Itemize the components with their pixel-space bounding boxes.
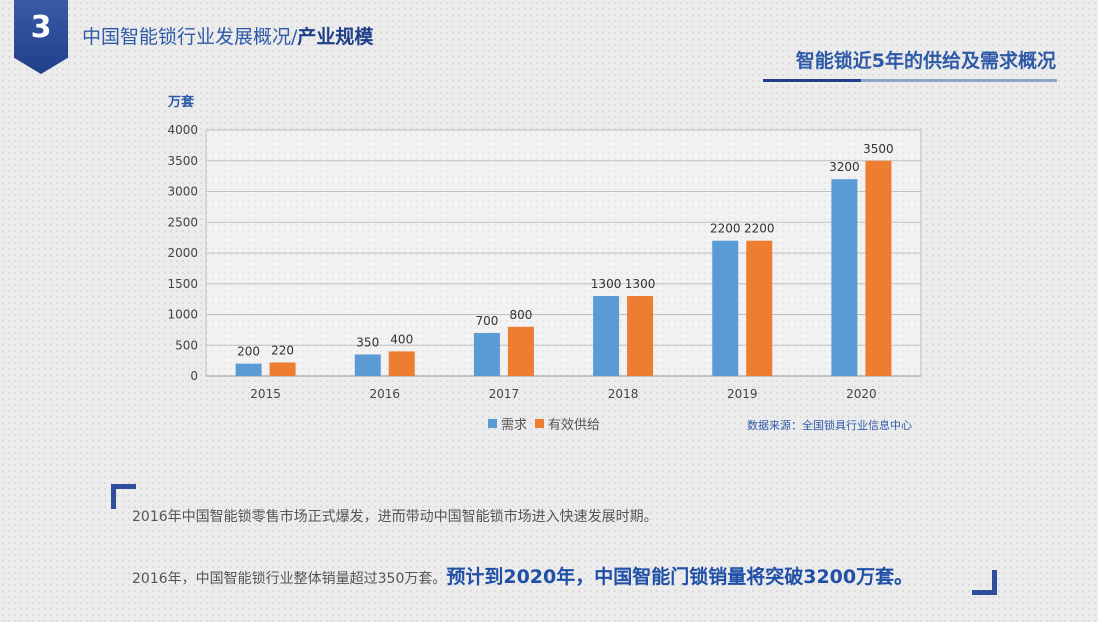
x-tick-label: 2015 (250, 387, 281, 401)
y-tick-label: 2000 (167, 246, 198, 260)
quote-bracket-bottom-right (972, 570, 997, 595)
x-tick-label: 2017 (489, 387, 520, 401)
bar (388, 351, 415, 376)
summary-paragraph-2: 2016年，中国智能锁行业整体销量超过350万套。预计到2020年，中国智能门锁… (132, 562, 913, 589)
page-title: 中国智能锁行业发展概况/产业规模 (82, 22, 373, 49)
bar-value-label: 1300 (625, 277, 656, 291)
y-tick-label: 0 (190, 369, 198, 383)
bar-value-label: 1300 (591, 277, 622, 291)
legend-label-demand: 需求 (501, 418, 528, 433)
y-tick-label: 1000 (167, 308, 198, 322)
section-number: 3 (30, 10, 52, 45)
summary-paragraph-2-emphasis: 预计到2020年，中国智能门锁销量将突破3200万套。 (446, 566, 914, 588)
bar-value-label: 2200 (744, 222, 775, 236)
bar (473, 332, 500, 376)
legend-item-supply: 有效供给 (535, 414, 600, 433)
bar (269, 362, 296, 376)
x-tick-label: 2019 (727, 387, 758, 401)
legend-label-supply: 有效供给 (548, 418, 601, 433)
y-tick-label: 1500 (167, 277, 198, 291)
bar (235, 363, 262, 376)
page-title-strong: 产业规模 (297, 26, 374, 48)
legend-swatch-supply (535, 419, 545, 428)
bar (507, 326, 534, 376)
y-tick-label: 3500 (167, 154, 198, 168)
bar-value-label: 800 (509, 308, 532, 322)
bar-value-label: 700 (475, 314, 498, 328)
chart-subtitle: 智能锁近5年的供给及需求概况 (795, 50, 1056, 72)
y-tick-label: 3000 (167, 185, 198, 199)
bar (627, 296, 654, 376)
y-tick-label: 2500 (167, 215, 198, 229)
legend-swatch-demand (488, 419, 497, 428)
y-tick-label: 500 (175, 338, 198, 352)
summary-paragraph-2-regular: 2016年，中国智能锁行业整体销量超过350万套。 (132, 571, 447, 587)
quote-bracket-top-left (111, 484, 136, 509)
y-tick-label: 4000 (167, 123, 198, 137)
x-tick-label: 2016 (369, 387, 400, 401)
bar (865, 160, 892, 376)
summary-paragraph-1: 2016年中国智能锁零售市场正式爆发，进而带动中国智能锁市场进入快速发展时期。 (132, 509, 658, 525)
bar-value-label: 350 (356, 335, 379, 349)
bar-value-label: 3200 (829, 160, 860, 174)
chart-legend: 需求 有效供给 (488, 414, 608, 433)
section-number-badge: 3 (14, 0, 68, 74)
bar-value-label: 220 (271, 343, 294, 357)
bar (712, 240, 739, 376)
page-title-regular: 中国智能锁行业发展概况/ (82, 26, 298, 48)
bar (593, 296, 620, 376)
bar-value-label: 200 (237, 345, 260, 359)
x-tick-label: 2018 (608, 387, 639, 401)
subtitle-underline-dark (763, 79, 861, 82)
legend-item-demand: 需求 (488, 414, 527, 433)
bar (746, 240, 773, 376)
bar (831, 179, 858, 376)
bar-value-label: 400 (390, 332, 413, 346)
y-axis-unit-label: 万套 (167, 94, 195, 110)
subtitle-underline-light (861, 79, 1057, 82)
x-tick-label: 2020 (846, 387, 877, 401)
bar-value-label: 3500 (863, 142, 894, 156)
bar-value-label: 2200 (710, 222, 741, 236)
bar (354, 354, 381, 376)
data-source-note: 数据来源：全国锁具行业信息中心 (747, 419, 912, 432)
